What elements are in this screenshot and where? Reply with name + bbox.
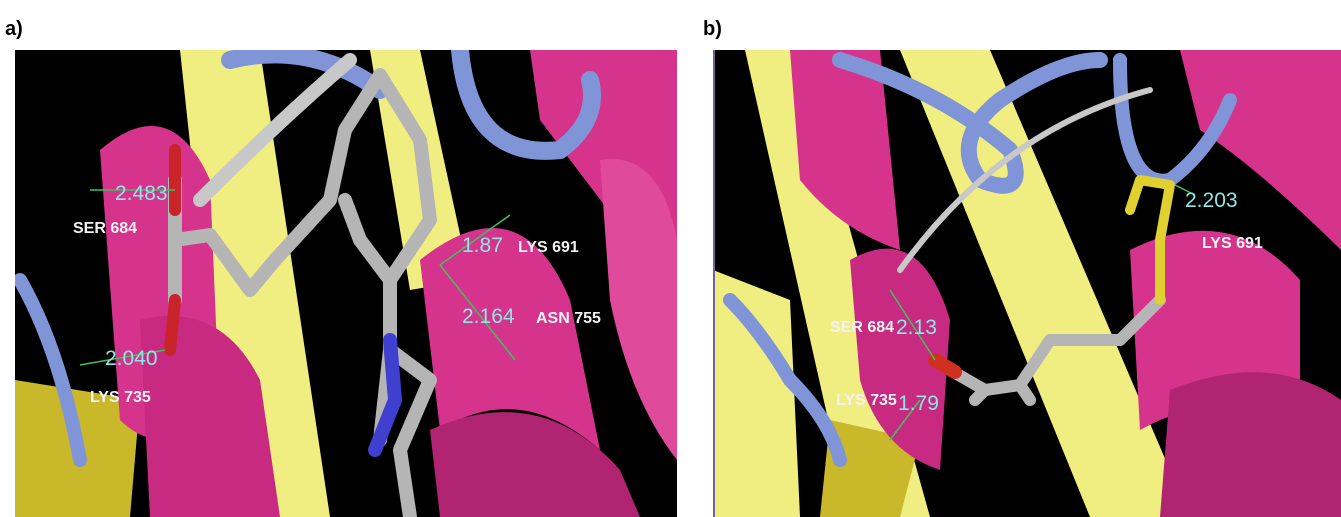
panel-border [713,50,715,517]
distance-label: 2.040 [105,347,158,370]
helix [1160,372,1341,517]
residue-label: SER 684 [830,319,894,336]
panel-label: b) [703,18,722,40]
panel-label: a) [5,18,23,40]
sheet [713,270,800,517]
residue-label: LYS 691 [518,239,579,256]
distance-label: 1.79 [898,392,939,415]
panel-a-image: 2.483 SER 684 1.87 LYS 691 2.164 ASN 755… [15,50,677,517]
panel-b-image: 2.203 LYS 691 SER 684 2.13 LYS 735 1.79 [713,50,1341,517]
distance-label: 1.87 [462,234,503,257]
residue-label: SER 684 [73,220,137,237]
distance-label: 2.483 [115,182,168,205]
residue-label: LYS 735 [836,392,897,409]
residue-label: LYS 691 [1202,235,1263,252]
figure: a) b) 2.483 SER 684 1.87 LYS 691 2.164 A… [0,0,1341,517]
residue-label: ASN 755 [536,310,601,327]
distance-label: 2.13 [896,316,937,339]
distance-label: 2.203 [1185,189,1238,212]
distance-label: 2.164 [462,305,515,328]
residue-label: LYS 735 [90,389,151,406]
